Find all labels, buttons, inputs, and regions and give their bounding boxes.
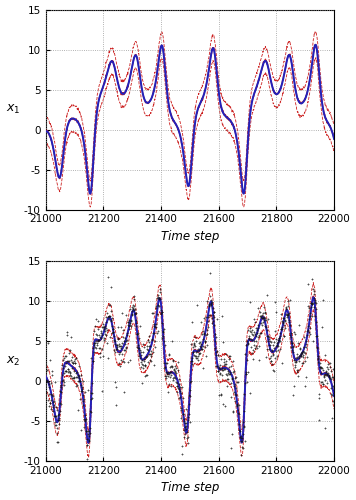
Y-axis label: $x_2$: $x_2$ (6, 354, 20, 368)
X-axis label: Time step: Time step (161, 230, 219, 243)
Y-axis label: $x_1$: $x_1$ (6, 103, 20, 116)
X-axis label: Time step: Time step (161, 482, 219, 494)
